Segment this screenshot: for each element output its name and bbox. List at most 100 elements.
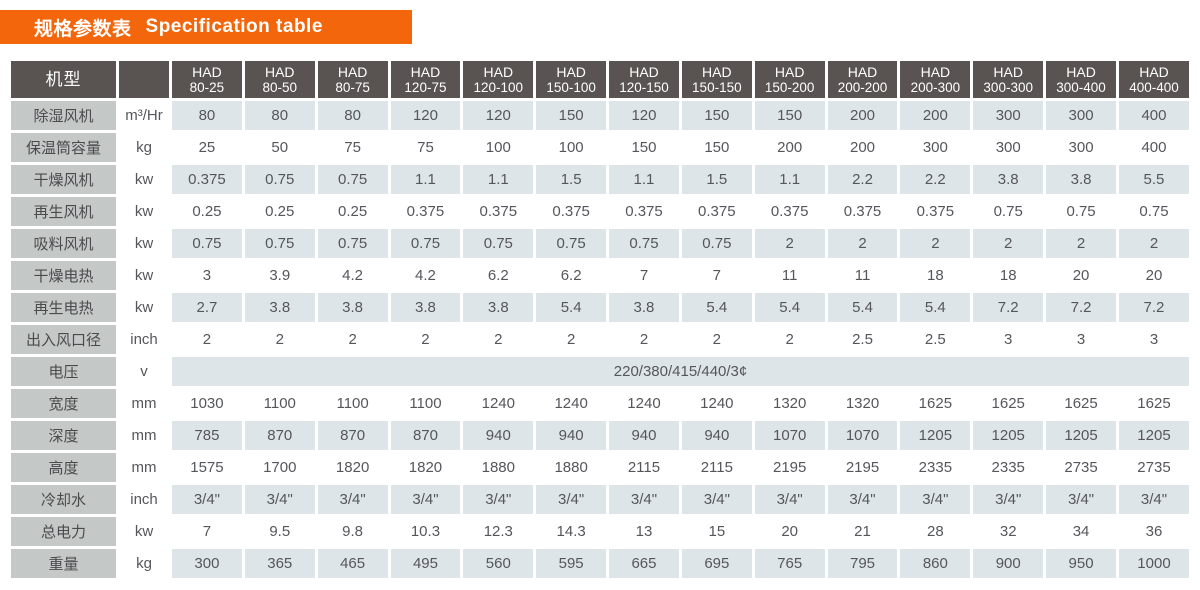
spec-value: 1205 <box>1046 421 1116 450</box>
spec-value: 1205 <box>1118 421 1189 450</box>
spec-value: 2115 <box>681 453 752 482</box>
spec-value: 1100 <box>390 389 461 418</box>
spec-value-merged: 220/380/415/440/3¢ <box>172 357 1189 386</box>
row-label: 高度 <box>11 453 116 482</box>
row-unit: kw <box>119 165 169 194</box>
model-header: HAD 150-100 <box>536 61 607 98</box>
spec-value: 0.375 <box>827 197 898 226</box>
spec-value: 2 <box>536 325 607 354</box>
section-title-cn: 规格参数表 <box>34 18 132 40</box>
spec-value: 595 <box>536 549 607 578</box>
spec-value: 25 <box>172 133 242 162</box>
spec-value: 0.375 <box>536 197 607 226</box>
model-brand: HAD <box>1139 63 1169 80</box>
spec-value: 0.75 <box>317 165 388 194</box>
spec-value: 465 <box>317 549 388 578</box>
model-code: 80-75 <box>335 79 370 95</box>
model-brand: HAD <box>920 63 951 80</box>
model-brand: HAD <box>629 63 659 80</box>
spec-value: 0.75 <box>244 165 315 194</box>
spec-value: 18 <box>973 261 1044 290</box>
section-title-bar: 规格参数表 Specification table <box>0 10 412 44</box>
spec-value: 0.75 <box>973 197 1044 226</box>
spec-value: 0.75 <box>609 229 679 258</box>
spec-value: 0.25 <box>172 197 242 226</box>
spec-value: 940 <box>536 421 607 450</box>
spec-value: 200 <box>827 133 898 162</box>
spec-value: 100 <box>463 133 534 162</box>
spec-value: 3 <box>973 325 1044 354</box>
spec-value: 900 <box>973 549 1044 578</box>
spec-value: 365 <box>244 549 315 578</box>
model-brand: HAD <box>337 63 368 80</box>
spec-value: 0.375 <box>609 197 679 226</box>
spec-value: 300 <box>172 549 242 578</box>
spec-value: 665 <box>609 549 679 578</box>
spec-value: 5.4 <box>827 293 898 322</box>
spec-value: 1240 <box>463 389 534 418</box>
model-header: HAD 200-300 <box>900 61 971 98</box>
spec-value: 2 <box>244 325 315 354</box>
spec-value: 950 <box>1046 549 1116 578</box>
spec-row: 除湿风机 m³/Hr 80 80 80 120 120 150 120 150 150 200 200 3… <box>11 101 1189 130</box>
model-code: 80-25 <box>189 79 225 95</box>
row-unit: kw <box>119 293 169 322</box>
spec-value: 3.8 <box>1046 165 1116 194</box>
spec-value: 3.8 <box>244 293 315 322</box>
spec-value: 2.2 <box>900 165 971 194</box>
row-unit: kw <box>119 197 169 226</box>
model-brand: HAD <box>483 63 514 80</box>
spec-value: 0.375 <box>900 197 971 226</box>
spec-value: 1070 <box>827 421 898 450</box>
spec-value: 1625 <box>900 389 971 418</box>
spec-row: 再生电热 kw 2.7 3.8 3.8 3.8 3.8 5.4 3.8 5.4 5.4 5.4 5.4 7… <box>11 293 1189 322</box>
spec-value: 10.3 <box>390 517 461 546</box>
model-brand: HAD <box>993 63 1023 80</box>
spec-value: 3/4" <box>754 485 825 514</box>
spec-row: 干燥电热 kw 3 3.9 4.2 4.2 6.2 6.2 7 7 11 11 18 18 20 20 <box>11 261 1189 290</box>
spec-value: 50 <box>244 133 315 162</box>
spec-value: 3/4" <box>244 485 315 514</box>
spec-value: 560 <box>463 549 534 578</box>
spec-value: 1880 <box>463 453 534 482</box>
row-label: 吸料风机 <box>11 229 116 258</box>
spec-value: 9.5 <box>244 517 315 546</box>
spec-value: 2 <box>973 229 1044 258</box>
spec-value: 3.8 <box>463 293 534 322</box>
spec-value: 1320 <box>827 389 898 418</box>
row-label: 再生风机 <box>11 197 116 226</box>
spec-value: 5.4 <box>754 293 825 322</box>
row-unit: kw <box>119 517 169 546</box>
spec-value: 2.5 <box>900 325 971 354</box>
spec-value: 2735 <box>1118 453 1189 482</box>
spec-value: 3.9 <box>244 261 315 290</box>
model-header: HAD 150-150 <box>681 61 752 98</box>
spec-value: 1.1 <box>390 165 461 194</box>
model-brand: HAD <box>702 63 732 80</box>
spec-value: 2 <box>900 229 971 258</box>
spec-value: 2 <box>172 325 242 354</box>
spec-value: 20 <box>1046 261 1116 290</box>
model-code: 300-300 <box>983 79 1033 95</box>
spec-value: 1100 <box>244 389 315 418</box>
spec-value: 3/4" <box>609 485 679 514</box>
row-label: 除湿风机 <box>11 101 116 130</box>
model-header: HAD 80-75 <box>317 61 388 98</box>
spec-value: 1205 <box>900 421 971 450</box>
spec-row: 总电力 kw 7 9.5 9.8 10.3 12.3 14.3 13 15 20 21 28 32 34 36 <box>11 517 1189 546</box>
spec-value: 1625 <box>973 389 1044 418</box>
section-title-en: Specification table <box>145 16 323 37</box>
row-label: 保温筒容量 <box>11 133 116 162</box>
model-code: 120-150 <box>619 79 669 95</box>
spec-value: 0.25 <box>244 197 315 226</box>
spec-value: 28 <box>900 517 971 546</box>
row-label: 总电力 <box>11 517 116 546</box>
spec-value: 0.75 <box>317 229 388 258</box>
model-code: 150-200 <box>764 79 815 95</box>
spec-value: 2 <box>609 325 679 354</box>
spec-value: 200 <box>900 101 971 130</box>
spec-value: 5.5 <box>1118 165 1189 194</box>
spec-value: 3/4" <box>1118 485 1189 514</box>
model-code: 200-200 <box>837 79 888 95</box>
